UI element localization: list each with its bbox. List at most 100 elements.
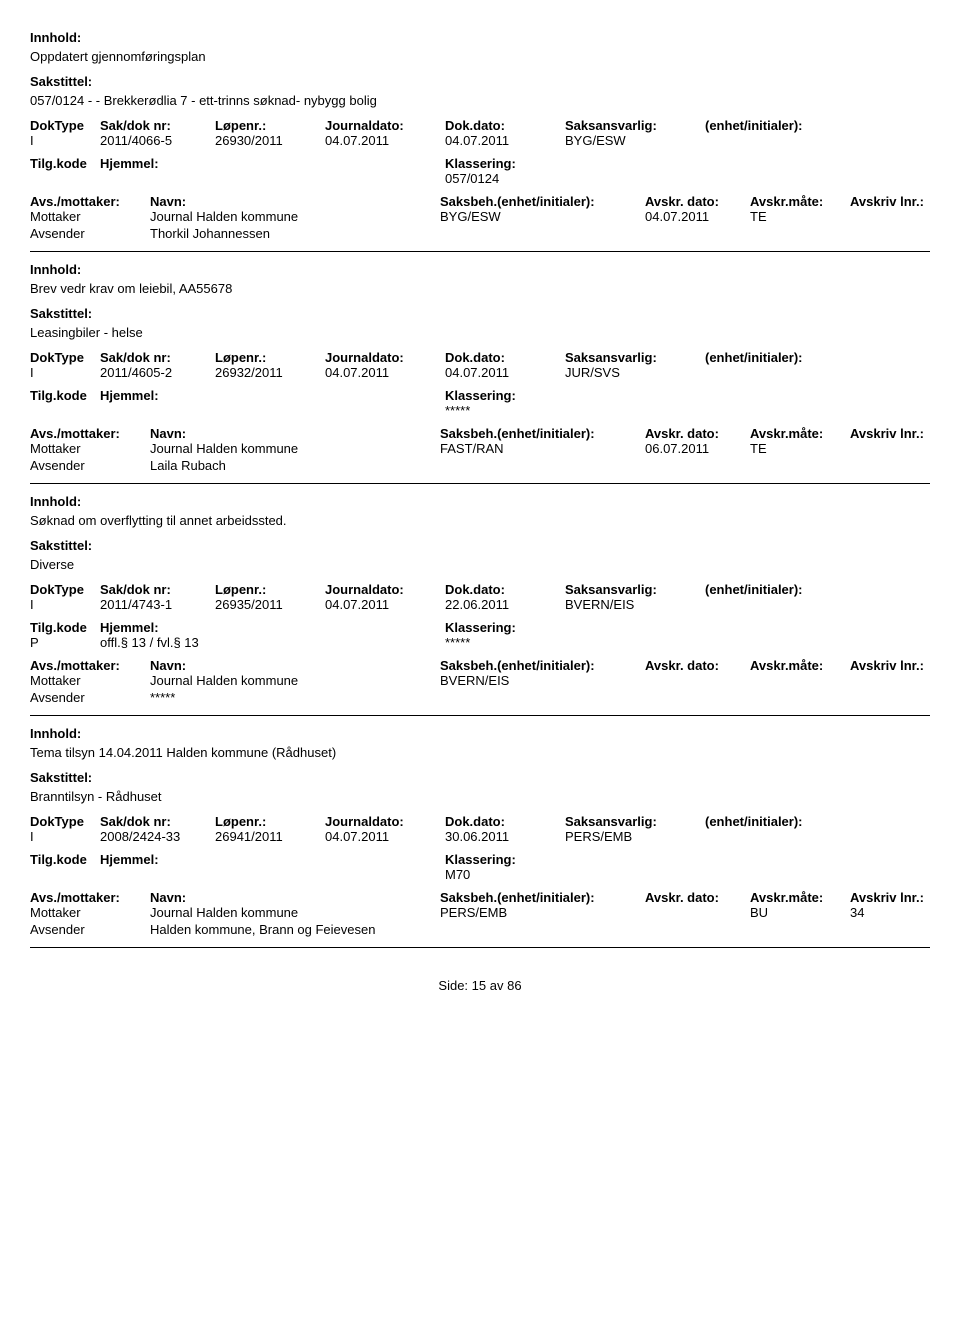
party-avskrmate — [750, 673, 850, 688]
party-avskrlnr — [850, 922, 930, 937]
sakstittel-label: Sakstittel: — [30, 770, 930, 785]
party-role: Avsender — [30, 226, 150, 241]
avsmottaker-header: Avs./mottaker: — [30, 658, 150, 673]
avskrdato-header: Avskr. dato: — [645, 658, 750, 673]
innhold-text: Brev vedr krav om leiebil, AA55678 — [30, 281, 930, 296]
saksansv-header: Saksansvarlig: — [565, 582, 705, 597]
saksbeh-header: Saksbeh.(enhet/initialer): — [440, 890, 645, 905]
party-role: Mottaker — [30, 905, 150, 920]
saksbeh-header: Saksbeh.(enhet/initialer): — [440, 658, 645, 673]
tilgkode-val — [30, 171, 100, 186]
party-role: Mottaker — [30, 441, 150, 456]
party-row: Avsender Thorkil Johannessen — [30, 226, 930, 241]
hjemmel-label: Hjemmel: — [100, 620, 159, 635]
party-row: Mottaker Journal Halden kommune PERS/EMB… — [30, 905, 930, 920]
sakstittel-label: Sakstittel: — [30, 306, 930, 321]
saksansv-header: Saksansvarlig: — [565, 118, 705, 133]
enhet-header: (enhet/initialer): — [705, 350, 855, 365]
tilgkode-val: P — [30, 635, 100, 650]
avskrdato-header: Avskr. dato: — [645, 194, 750, 209]
avskrlnr-header: Avskriv lnr.: — [850, 890, 930, 905]
saksansv-val: PERS/EMB — [565, 829, 705, 844]
tilgkode-label: Tilg.kode — [30, 156, 100, 171]
avs-header-row: Avs./mottaker: Navn: Saksbeh.(enhet/init… — [30, 890, 930, 905]
saksansv-header: Saksansvarlig: — [565, 814, 705, 829]
enhet-header: (enhet/initialer): — [705, 582, 855, 597]
lopenr-val: 26935/2011 — [215, 597, 325, 612]
avs-header-row: Avs./mottaker: Navn: Saksbeh.(enhet/init… — [30, 658, 930, 673]
party-role: Mottaker — [30, 209, 150, 224]
avskrlnr-header: Avskriv lnr.: — [850, 426, 930, 441]
side-label: Side: — [438, 978, 468, 993]
party-navn: Journal Halden kommune — [150, 209, 440, 224]
page-total: 86 — [507, 978, 521, 993]
meta-header-row: DokType Sak/dok nr: Løpenr.: Journaldato… — [30, 582, 930, 597]
doktype-val: I — [30, 133, 100, 148]
enhet-header: (enhet/initialer): — [705, 814, 855, 829]
party-avskrmate — [750, 690, 850, 705]
hjemmel-value-row: P offl.§ 13 / fvl.§ 13 ***** — [30, 635, 930, 650]
innhold-label: Innhold: — [30, 262, 930, 277]
saksansv-val: BVERN/EIS — [565, 597, 705, 612]
jdato-val: 04.07.2011 — [325, 365, 445, 380]
hjemmel-label: Hjemmel: — [100, 388, 159, 403]
doktype-header: DokType — [30, 814, 100, 829]
klassering-val: ***** — [445, 635, 645, 650]
party-saksbeh — [440, 226, 645, 241]
sakstittel-text: Diverse — [30, 557, 930, 572]
lopenr-val: 26941/2011 — [215, 829, 325, 844]
party-navn: Halden kommune, Brann og Feievesen — [150, 922, 440, 937]
ddato-val: 04.07.2011 — [445, 365, 565, 380]
navn-header: Navn: — [150, 658, 440, 673]
hjemmel-value-row: 057/0124 — [30, 171, 930, 186]
jdato-val: 04.07.2011 — [325, 829, 445, 844]
party-avskrlnr — [850, 226, 930, 241]
innhold-text: Søknad om overflytting til annet arbeids… — [30, 513, 930, 528]
enhet-val — [705, 829, 855, 844]
navn-header: Navn: — [150, 194, 440, 209]
lopenr-val: 26932/2011 — [215, 365, 325, 380]
record-divider — [30, 947, 930, 948]
tilgkode-val — [30, 403, 100, 418]
party-avskrdato — [645, 458, 750, 473]
meta-header-row: DokType Sak/dok nr: Løpenr.: Journaldato… — [30, 350, 930, 365]
sakstittel-text: 057/0124 - - Brekkerødlia 7 - ett-trinns… — [30, 93, 930, 108]
journal-record: Innhold: Tema tilsyn 14.04.2011 Halden k… — [30, 726, 930, 937]
party-avskrmate: BU — [750, 905, 850, 920]
party-avskrlnr — [850, 690, 930, 705]
sakdok-val: 2008/2424-33 — [100, 829, 215, 844]
navn-header: Navn: — [150, 426, 440, 441]
jdato-val: 04.07.2011 — [325, 133, 445, 148]
party-saksbeh — [440, 922, 645, 937]
party-avskrdato — [645, 690, 750, 705]
lopenr-header: Løpenr.: — [215, 350, 325, 365]
lopenr-val: 26930/2011 — [215, 133, 325, 148]
meta-data-row: I 2011/4605-2 26932/2011 04.07.2011 04.0… — [30, 365, 930, 380]
klassering-label: Klassering: — [445, 156, 645, 171]
jdato-val: 04.07.2011 — [325, 597, 445, 612]
saksbeh-header: Saksbeh.(enhet/initialer): — [440, 194, 645, 209]
hjemmel-label: Hjemmel: — [100, 852, 159, 867]
party-avskrlnr — [850, 441, 930, 456]
party-navn: ***** — [150, 690, 440, 705]
party-avskrmate — [750, 458, 850, 473]
hjemmel-value-row: ***** — [30, 403, 930, 418]
journal-record: Innhold: Brev vedr krav om leiebil, AA55… — [30, 262, 930, 473]
avskrlnr-header: Avskriv lnr.: — [850, 658, 930, 673]
hjemmel-val — [100, 403, 445, 418]
record-divider — [30, 483, 930, 484]
klassering-val: M70 — [445, 867, 645, 882]
party-avskrmate — [750, 922, 850, 937]
ddato-val: 30.06.2011 — [445, 829, 565, 844]
ddato-val: 04.07.2011 — [445, 133, 565, 148]
party-avskrdato — [645, 922, 750, 937]
sakdok-header: Sak/dok nr: — [100, 350, 215, 365]
doktype-header: DokType — [30, 350, 100, 365]
lopenr-header: Løpenr.: — [215, 582, 325, 597]
klassering-val: ***** — [445, 403, 645, 418]
tilg-row: Tilg.kode Hjemmel: Klassering: — [30, 620, 930, 635]
avs-header-row: Avs./mottaker: Navn: Saksbeh.(enhet/init… — [30, 194, 930, 209]
avskrmate-header: Avskr.måte: — [750, 426, 850, 441]
ddato-header: Dok.dato: — [445, 582, 565, 597]
avskrmate-header: Avskr.måte: — [750, 658, 850, 673]
